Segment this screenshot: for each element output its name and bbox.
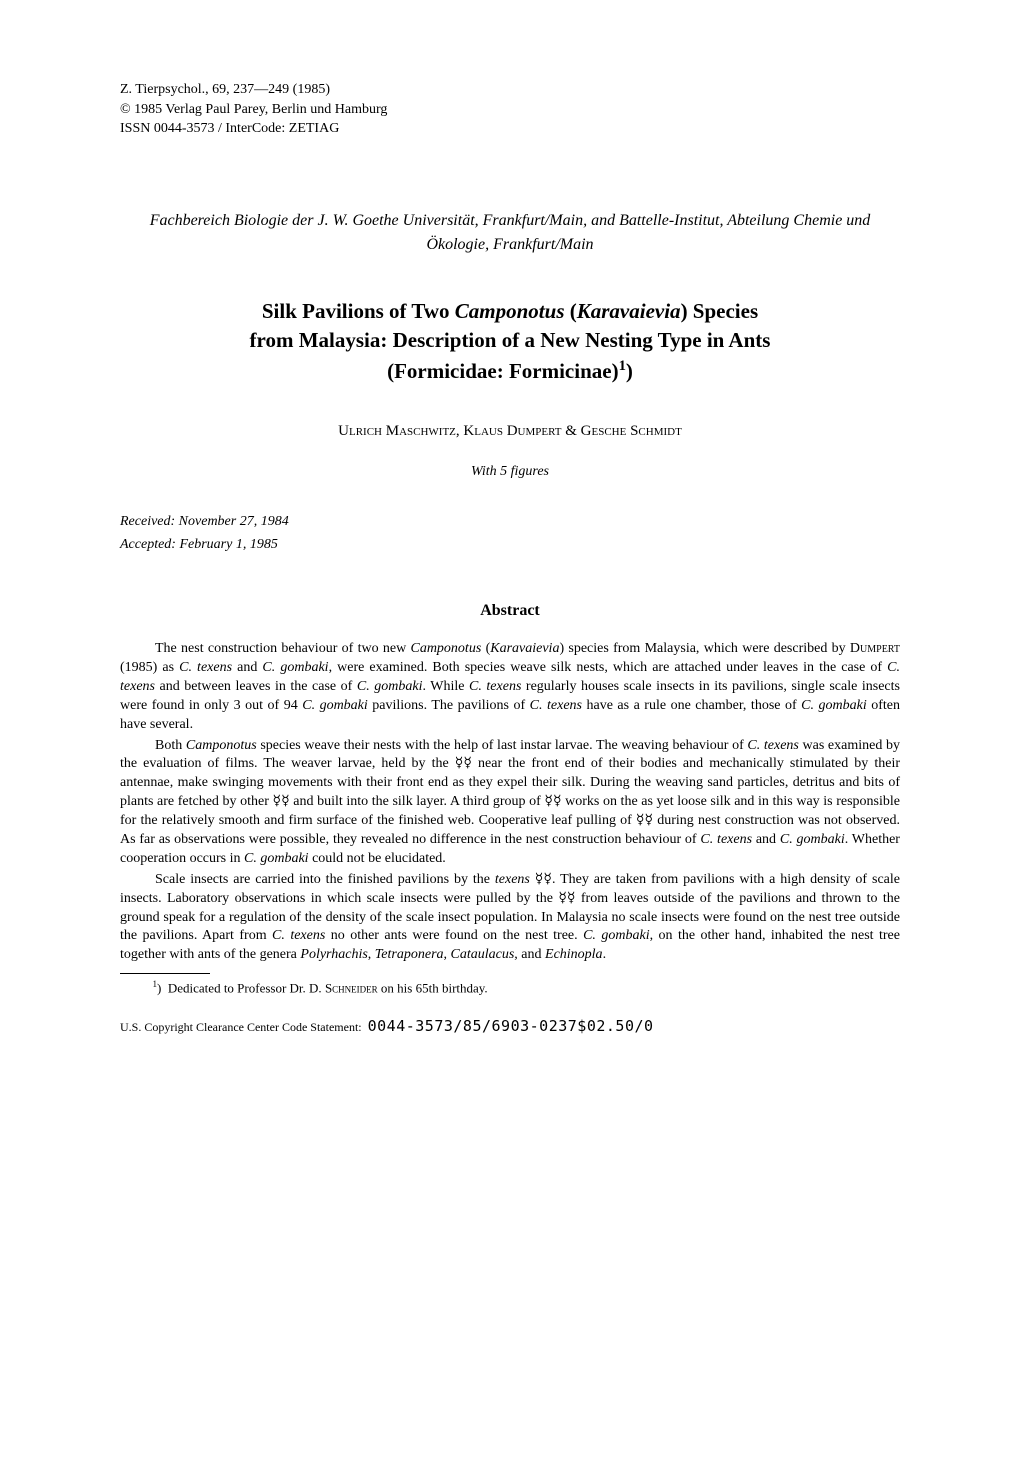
- code-statement-label: U.S. Copyright Clearance Center Code Sta…: [120, 1020, 362, 1034]
- issn-line: ISSN 0044-3573 / InterCode: ZETIAG: [120, 119, 900, 139]
- abstract-p3: Scale insects are carried into the finis…: [120, 871, 900, 965]
- affiliation: Fachbereich Biologie der J. W. Goethe Un…: [120, 209, 900, 257]
- dates-block: Received: November 27, 1984 Accepted: Fe…: [120, 512, 900, 555]
- abstract-p2: Both Camponotus species weave their nest…: [120, 737, 900, 869]
- citation-line: Z. Tierpsychol., 69, 237—249 (1985): [120, 80, 900, 100]
- authors: Ulrich Maschwitz, Klaus Dumpert & Gesche…: [120, 421, 900, 442]
- code-statement-code: 0044-3573/85/6903-0237$02.50/0: [368, 1017, 654, 1035]
- figures-note: With 5 figures: [120, 462, 900, 482]
- abstract-heading: Abstract: [120, 600, 900, 622]
- journal-header: Z. Tierpsychol., 69, 237—249 (1985) © 19…: [120, 80, 900, 139]
- accepted-date: Accepted: February 1, 1985: [120, 535, 900, 555]
- footnote: 1) Dedicated to Professor Dr. D. Schneid…: [120, 978, 900, 998]
- copyright-line: © 1985 Verlag Paul Parey, Berlin und Ham…: [120, 100, 900, 120]
- footnote-rule: [120, 973, 210, 974]
- abstract-p1: The nest construction behaviour of two n…: [120, 640, 900, 734]
- abstract-body: The nest construction behaviour of two n…: [120, 640, 900, 965]
- paper-title: Silk Pavilions of Two Camponotus (Karava…: [120, 297, 900, 386]
- received-date: Received: November 27, 1984: [120, 512, 900, 532]
- code-statement: U.S. Copyright Clearance Center Code Sta…: [120, 1016, 900, 1037]
